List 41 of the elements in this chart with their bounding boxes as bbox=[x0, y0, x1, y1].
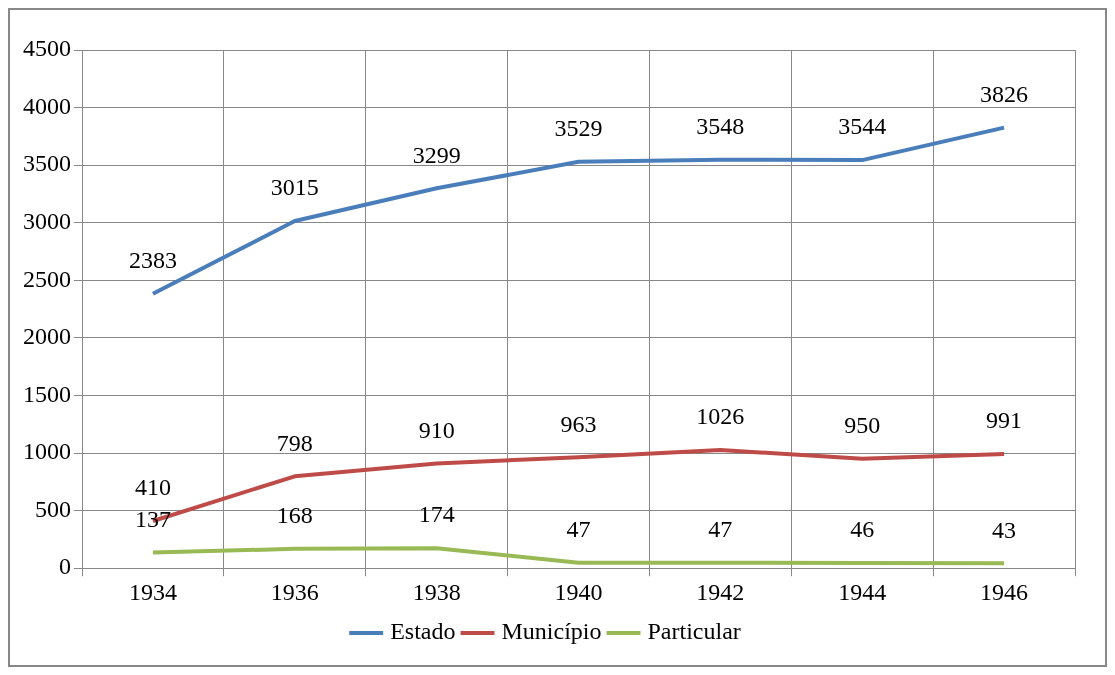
data-label: 174 bbox=[418, 501, 455, 528]
y-tick-label: 4500 bbox=[23, 35, 71, 62]
data-label: 910 bbox=[418, 416, 455, 443]
legend-label: Município bbox=[501, 618, 602, 645]
data-label: 1026 bbox=[696, 403, 745, 430]
data-label: 47 bbox=[708, 516, 733, 543]
data-label: 47 bbox=[566, 516, 591, 543]
legend-label: Estado bbox=[390, 618, 456, 645]
x-tick-label: 1938 bbox=[412, 578, 461, 605]
data-label: 3529 bbox=[554, 115, 603, 142]
data-label: 3299 bbox=[412, 141, 461, 168]
legend-label: Particular bbox=[647, 618, 741, 645]
data-label: 3544 bbox=[838, 113, 887, 140]
data-label: 798 bbox=[276, 429, 313, 456]
data-label: 2383 bbox=[128, 247, 177, 274]
data-label: 950 bbox=[844, 412, 881, 439]
data-label: 963 bbox=[560, 410, 597, 437]
x-tick-label: 1934 bbox=[128, 578, 177, 605]
y-tick-label: 500 bbox=[35, 495, 71, 522]
data-label: 46 bbox=[850, 516, 875, 543]
data-label: 168 bbox=[276, 502, 313, 529]
data-label: 3826 bbox=[980, 80, 1029, 107]
data-label: 3548 bbox=[696, 112, 745, 139]
y-tick-label: 1500 bbox=[23, 380, 71, 407]
y-tick-label: 3500 bbox=[23, 150, 71, 177]
y-tick-label: 2000 bbox=[23, 323, 71, 350]
y-tick-label: 2500 bbox=[23, 265, 71, 292]
x-tick-label: 1946 bbox=[980, 578, 1029, 605]
y-tick-label: 0 bbox=[59, 553, 71, 580]
y-tick-label: 3000 bbox=[23, 208, 71, 235]
x-tick-label: 1940 bbox=[554, 578, 603, 605]
data-label: 991 bbox=[986, 407, 1023, 434]
x-tick-label: 1942 bbox=[696, 578, 745, 605]
y-tick-label: 4000 bbox=[23, 92, 71, 119]
data-label: 3015 bbox=[270, 174, 319, 201]
x-tick-label: 1936 bbox=[270, 578, 319, 605]
data-label: 137 bbox=[134, 505, 171, 532]
y-tick-label: 1000 bbox=[23, 438, 71, 465]
data-label: 410 bbox=[134, 474, 171, 501]
x-tick-label: 1944 bbox=[838, 578, 887, 605]
data-label: 43 bbox=[992, 516, 1017, 543]
